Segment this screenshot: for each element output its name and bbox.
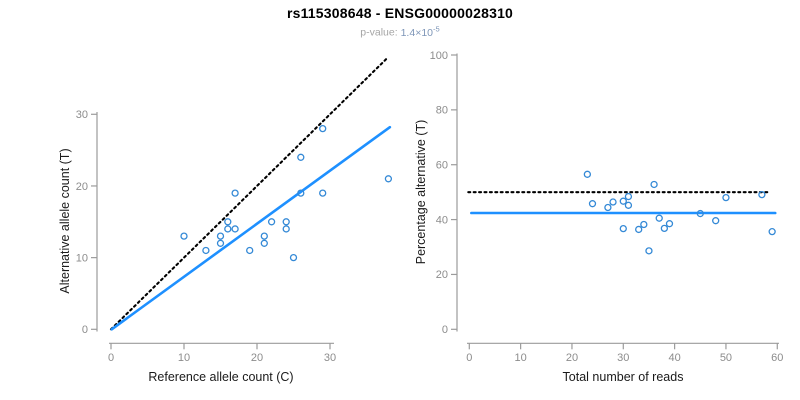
data-point: [224, 218, 232, 226]
data-point: [319, 189, 327, 197]
y-axis-title: Alternative allele count (T): [58, 148, 72, 293]
data-point: [635, 225, 643, 234]
data-point: [645, 247, 653, 255]
data-point: [297, 153, 305, 161]
data-point: [722, 193, 730, 202]
data-point: [319, 124, 327, 133]
data-point: [624, 201, 633, 209]
percentage-vs-reads-scatter: 0 10 20 30 40 50 60 0 20 40 60 80 100 Total number of…: [414, 50, 783, 384]
x-tick-label: 0: [108, 352, 114, 364]
data-point: [588, 200, 597, 208]
data-point: [624, 192, 633, 201]
allele-count-scatter: 0 10 20 30 0 10 20 30 Reference allele count (C)…: [58, 55, 393, 384]
y-tick-label: 40: [436, 214, 448, 226]
y-tick-label: 0: [82, 324, 88, 336]
y-tick-label: 80: [436, 105, 448, 117]
x-tick-label: 10: [515, 352, 527, 364]
data-point: [246, 246, 254, 255]
x-tick-label: 30: [617, 352, 629, 364]
x-tick-label: 30: [324, 352, 336, 364]
data-point: [282, 225, 290, 233]
x-tick-label: 0: [466, 352, 472, 364]
y-tick-label: 30: [76, 109, 88, 121]
data-point: [224, 225, 232, 233]
data-point: [712, 217, 720, 225]
fit-line: [110, 125, 392, 331]
data-point: [604, 203, 612, 212]
x-tick-label: 60: [771, 352, 783, 364]
data-point: [180, 232, 188, 240]
y-tick-label: 0: [442, 324, 448, 336]
pvalue-subtitle: p-value: 1.4×10-5: [0, 24, 800, 39]
x-tick-label: 40: [668, 352, 680, 364]
x-axis-title: Total number of reads: [563, 370, 684, 384]
x-axis-title: Reference allele count (C): [148, 370, 293, 384]
y-tick-label: 60: [436, 160, 448, 172]
x-tick-label: 50: [720, 352, 732, 364]
y-axis-title: Percentage alternative (T): [414, 120, 428, 265]
data-point: [384, 175, 393, 183]
x-tick-label: 20: [251, 352, 263, 364]
data-point: [216, 239, 225, 247]
data-point: [660, 224, 669, 233]
data-point: [267, 218, 276, 226]
y-tick-label: 100: [430, 50, 448, 62]
x-tick-label: 20: [566, 352, 578, 364]
data-point: [650, 180, 658, 189]
data-point: [231, 189, 239, 197]
pvalue-label: p-value:: [360, 26, 401, 39]
data-point: [655, 214, 663, 222]
data-point: [609, 198, 617, 206]
data-point: [696, 209, 704, 218]
x-tick-label: 10: [178, 352, 190, 364]
data-point: [282, 218, 290, 226]
data-point: [583, 170, 592, 178]
y-tick-label: 10: [76, 252, 88, 264]
data-point: [619, 224, 627, 233]
pvalue-value: 1.4×10-5: [400, 24, 440, 39]
data-point: [289, 253, 298, 262]
chart-header: rs115308648 - ENSG00000028310 p-value: 1…: [0, 5, 800, 39]
data-point: [758, 190, 766, 199]
y-tick-label: 20: [436, 269, 448, 281]
identity-line: [109, 55, 390, 331]
data-point: [297, 189, 305, 197]
y-tick-label: 20: [76, 181, 88, 193]
data-point: [260, 232, 268, 240]
data-point: [231, 225, 239, 233]
data-point: [640, 220, 648, 229]
data-point: [768, 227, 776, 236]
data-point: [216, 232, 225, 240]
data-point: [665, 220, 674, 228]
data-point: [202, 246, 210, 255]
data-point: [619, 197, 627, 205]
data-point: [260, 239, 268, 247]
page-title: rs115308648 - ENSG00000028310: [286, 5, 514, 21]
